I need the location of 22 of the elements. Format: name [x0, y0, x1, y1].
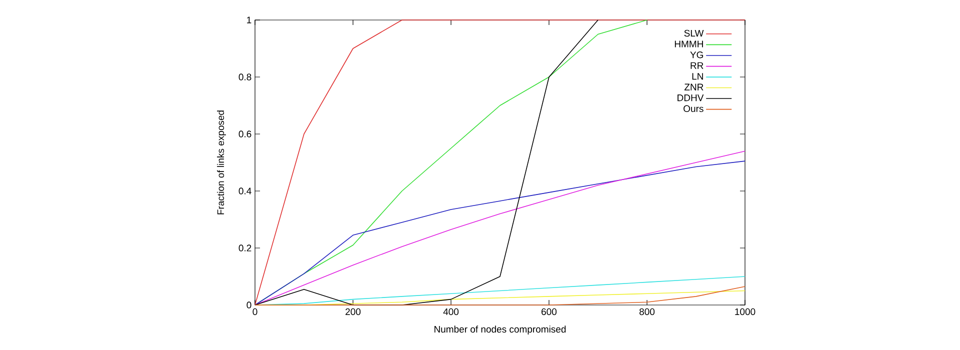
legend-label: RR: [690, 62, 704, 69]
legend-label: Ours: [684, 105, 704, 112]
x-axis-title: Number of nodes compromised: [434, 326, 566, 334]
y-tick-label: 0.6: [238, 130, 252, 138]
legend-label: DDHV: [678, 94, 704, 102]
x-tick-label: 1000: [735, 308, 756, 316]
y-axis-title: Fraction of links exposed: [217, 110, 226, 214]
x-tick-label: 600: [542, 308, 557, 316]
y-tick-label: 0: [246, 302, 252, 308]
y-tick-label: 0.4: [238, 188, 252, 194]
legend-label: HMMH: [674, 40, 703, 48]
x-tick-label: 400: [443, 308, 459, 316]
y-tick-label: 0.8: [238, 74, 252, 80]
legend-label: YG: [690, 51, 704, 58]
legend-label: LN: [692, 73, 703, 80]
y-tick-label: 0.2: [238, 244, 252, 252]
x-tick-label: 0: [252, 308, 258, 316]
legend-label: ZNR: [684, 84, 704, 90]
y-tick-label: 1: [247, 16, 252, 24]
legend-label: SLW: [684, 30, 704, 37]
x-tick-label: 800: [639, 308, 655, 316]
x-tick-label: 200: [346, 308, 361, 316]
